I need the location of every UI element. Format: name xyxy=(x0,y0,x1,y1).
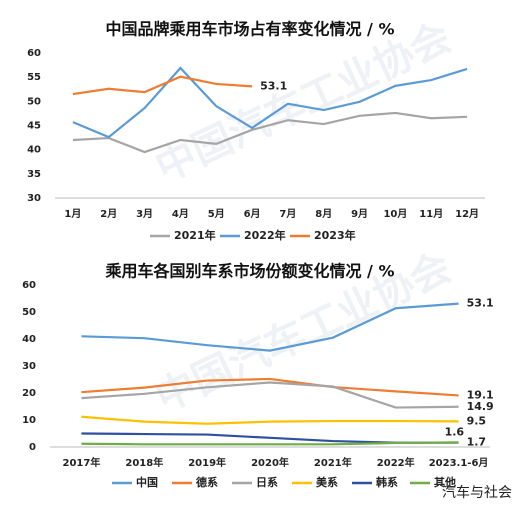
watermark: 中国汽车工业协会 xyxy=(149,14,458,191)
series-line xyxy=(81,377,459,397)
y-tick-label: 0 xyxy=(29,442,36,453)
series-line xyxy=(72,75,253,96)
legend-label: 2023年 xyxy=(314,228,356,242)
y-tick-label: 35 xyxy=(27,169,41,180)
y-tick-label: 20 xyxy=(22,388,36,399)
data-label: 9.5 xyxy=(467,414,487,427)
x-tick-label: 5月 xyxy=(208,208,225,220)
series-line xyxy=(72,111,468,154)
y-tick-label: 40 xyxy=(27,145,41,156)
footer: 汽车与社会 xyxy=(442,484,512,501)
y-tick-label: 55 xyxy=(27,72,41,83)
x-tick-label: 2月 xyxy=(100,208,117,220)
x-tick-label: 2020年 xyxy=(251,456,289,469)
x-tick-label: 2018年 xyxy=(125,456,163,469)
legend-label: 2021年 xyxy=(174,228,216,242)
data-label: 1.6 xyxy=(445,426,465,439)
x-tick-label: 9月 xyxy=(351,208,368,220)
y-tick-label: 50 xyxy=(22,307,36,318)
legend-label: 中国 xyxy=(136,475,158,489)
x-tick-label: 4月 xyxy=(172,208,189,220)
data-label: 14.9 xyxy=(467,400,494,413)
series-line xyxy=(81,432,459,444)
x-tick-label: 2022年 xyxy=(377,456,415,469)
y-tick-label: 60 xyxy=(27,48,41,59)
legend-label: 日系 xyxy=(256,475,278,489)
x-tick-label: 7月 xyxy=(279,208,296,220)
data-label: 1.7 xyxy=(467,435,487,448)
y-tick-label: 30 xyxy=(27,193,41,204)
x-tick-label: 12月 xyxy=(455,208,479,220)
y-tick-label: 10 xyxy=(22,415,36,426)
y-tick-label: 30 xyxy=(22,361,36,372)
x-tick-label: 1月 xyxy=(64,208,81,220)
x-tick-label: 6月 xyxy=(244,208,261,220)
y-tick-label: 60 xyxy=(22,280,36,291)
series-line xyxy=(81,302,459,352)
chart-title: 中国品牌乘用车市场占有率变化情况 / % xyxy=(105,20,394,39)
chart-title: 乘用车各国别车系市场份额变化情况 / % xyxy=(104,262,394,281)
x-tick-label: 2017年 xyxy=(63,456,101,469)
legend-label: 其他 xyxy=(434,475,456,489)
legend-label: 美系 xyxy=(316,475,338,489)
x-tick-label: 2019年 xyxy=(188,456,226,469)
data-label: 53.1 xyxy=(260,79,287,92)
x-tick-label: 3月 xyxy=(136,208,153,220)
x-tick-label: 2023.1-6月 xyxy=(429,457,489,469)
data-label: 19.1 xyxy=(467,388,494,401)
x-tick-label: 10月 xyxy=(383,208,407,220)
series-line xyxy=(72,66,468,139)
y-tick-label: 50 xyxy=(27,96,41,107)
x-tick-label: 2021年 xyxy=(314,456,352,469)
legend-label: 德系 xyxy=(195,475,218,489)
series-line xyxy=(81,415,459,425)
x-tick-label: 11月 xyxy=(419,208,443,220)
x-tick-label: 8月 xyxy=(315,208,332,220)
y-tick-label: 40 xyxy=(22,334,36,345)
data-label: 53.1 xyxy=(467,297,494,310)
legend-label: 韩系 xyxy=(376,475,398,489)
series-line xyxy=(81,441,459,446)
y-tick-label: 45 xyxy=(27,121,41,132)
legend-label: 2022年 xyxy=(244,228,286,242)
series-line xyxy=(81,381,459,409)
